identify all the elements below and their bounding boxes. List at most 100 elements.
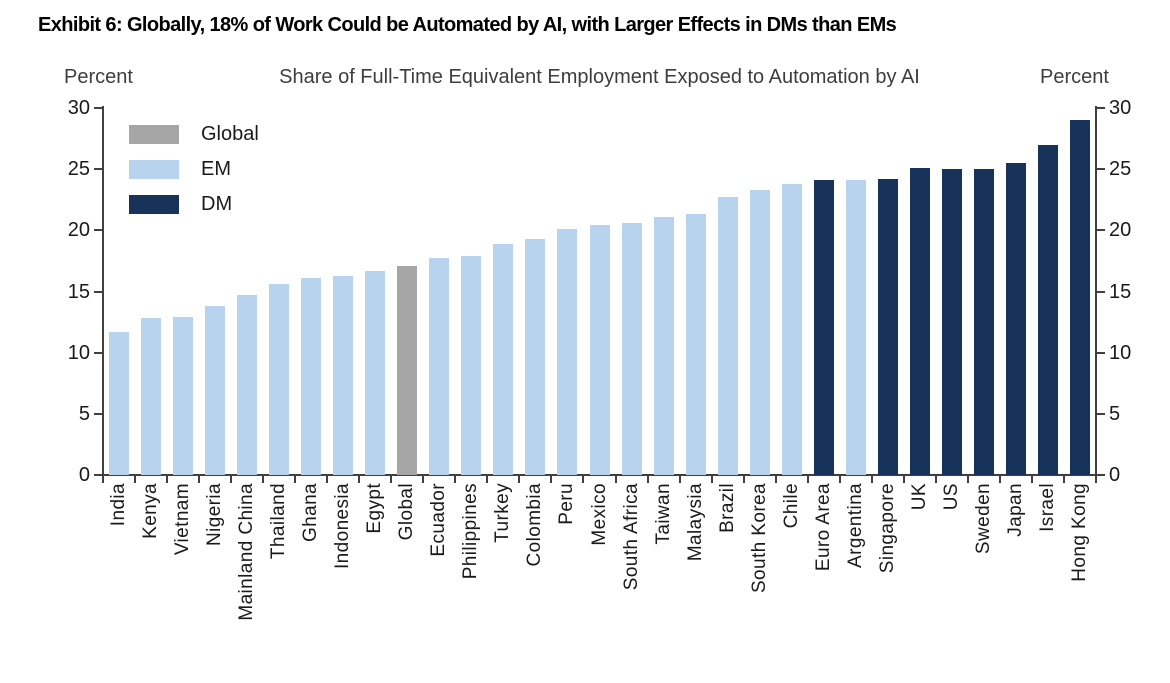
bar-brazil bbox=[717, 197, 738, 475]
y-axis-left-tick-label: 15 bbox=[67, 280, 90, 303]
legend-label-global: Global bbox=[201, 123, 259, 145]
x-axis-tick bbox=[294, 476, 297, 483]
bar-ghana bbox=[301, 278, 322, 475]
x-label-south-africa: South Africa bbox=[620, 483, 642, 591]
bar-turkey bbox=[493, 243, 514, 475]
bar-philippines bbox=[461, 256, 482, 475]
bar-hong-kong bbox=[1069, 120, 1090, 475]
x-label-south-korea: South Korea bbox=[748, 483, 770, 594]
x-label-japan: Japan bbox=[1004, 483, 1026, 537]
x-label-taiwan: Taiwan bbox=[652, 483, 674, 545]
x-label-kenya: Kenya bbox=[140, 483, 162, 539]
bar-taiwan bbox=[653, 216, 674, 475]
x-label-mainland-china: Mainland China bbox=[236, 483, 258, 621]
bar-malaysia bbox=[685, 214, 706, 475]
y-axis-right-tick-label: 25 bbox=[1109, 158, 1132, 181]
legend-swatch-em bbox=[129, 159, 179, 179]
x-axis-tick bbox=[358, 476, 361, 483]
x-axis-tick bbox=[870, 476, 873, 483]
y-axis-right-tick-label: 10 bbox=[1109, 341, 1132, 364]
y-axis-right-tick-label: 0 bbox=[1109, 464, 1121, 486]
y-axis-left-tick-label: 5 bbox=[78, 402, 90, 425]
legend-item-global: Global bbox=[129, 124, 259, 144]
bar-nigeria bbox=[205, 306, 226, 475]
y-axis-right-tick bbox=[1096, 474, 1105, 476]
x-label-peru: Peru bbox=[556, 483, 578, 525]
x-label-indonesia: Indonesia bbox=[332, 483, 354, 570]
x-axis-line bbox=[102, 474, 1097, 476]
x-label-global: Global bbox=[396, 483, 418, 541]
x-axis-tick bbox=[230, 476, 233, 483]
x-axis-tick bbox=[934, 476, 937, 483]
x-axis-tick bbox=[486, 476, 489, 483]
legend-label-em: EM bbox=[201, 158, 231, 180]
x-axis-tick bbox=[102, 476, 104, 483]
left-axis-unit-label: Percent bbox=[64, 66, 133, 88]
bar-singapore bbox=[877, 178, 898, 475]
x-axis-tick bbox=[678, 476, 681, 483]
y-axis-right-tick bbox=[1096, 168, 1105, 171]
x-label-sweden: Sweden bbox=[972, 483, 994, 555]
legend: Global EM DM bbox=[129, 124, 259, 229]
bar-mexico bbox=[589, 225, 610, 475]
chart-title: Share of Full-Time Equivalent Employment… bbox=[279, 66, 920, 88]
y-axis-left-tick bbox=[94, 107, 103, 109]
y-axis-left-tick bbox=[94, 290, 103, 293]
x-axis-tick bbox=[614, 476, 617, 483]
x-axis-tick bbox=[262, 476, 265, 483]
y-axis-right-tick-label: 15 bbox=[1109, 280, 1132, 303]
bar-uk bbox=[909, 167, 930, 475]
y-axis-left-tick-label: 30 bbox=[67, 97, 90, 119]
legend-label-dm: DM bbox=[201, 193, 233, 215]
y-axis-left-tick bbox=[94, 351, 103, 354]
x-label-thailand: Thailand bbox=[268, 483, 290, 560]
bar-kenya bbox=[141, 318, 162, 475]
x-axis-tick bbox=[710, 476, 713, 483]
y-axis-right-tick bbox=[1096, 412, 1105, 415]
x-axis-tick bbox=[742, 476, 745, 483]
y-axis-left-line bbox=[102, 106, 104, 476]
bar-us bbox=[941, 169, 962, 475]
y-axis-right-tick bbox=[1096, 290, 1105, 293]
x-axis-tick bbox=[166, 476, 169, 483]
y-axis-left-tick bbox=[94, 412, 103, 415]
bar-vietnam bbox=[173, 317, 194, 475]
x-label-ecuador: Ecuador bbox=[428, 483, 450, 557]
x-axis-tick bbox=[966, 476, 969, 483]
y-axis-right-tick-label: 30 bbox=[1109, 97, 1132, 119]
legend-item-em: EM bbox=[129, 159, 259, 179]
x-label-philippines: Philippines bbox=[460, 483, 482, 580]
x-label-euro-area: Euro Area bbox=[812, 483, 834, 572]
x-axis-tick bbox=[838, 476, 841, 483]
x-label-chile: Chile bbox=[780, 483, 802, 529]
x-label-egypt: Egypt bbox=[364, 483, 386, 534]
legend-item-dm: DM bbox=[129, 194, 259, 214]
x-label-mexico: Mexico bbox=[588, 483, 610, 546]
bar-colombia bbox=[525, 238, 546, 475]
y-axis-left-tick-label: 25 bbox=[67, 158, 90, 181]
bar-ecuador bbox=[429, 258, 450, 475]
x-label-us: US bbox=[940, 483, 962, 511]
x-label-nigeria: Nigeria bbox=[204, 483, 226, 546]
x-axis-tick bbox=[454, 476, 457, 483]
x-axis-tick bbox=[198, 476, 201, 483]
x-axis-tick bbox=[806, 476, 809, 483]
bar-sweden bbox=[973, 169, 994, 475]
x-axis-tick bbox=[646, 476, 649, 483]
x-axis-tick bbox=[774, 476, 777, 483]
bar-india bbox=[109, 331, 130, 475]
x-axis-tick bbox=[1062, 476, 1065, 483]
x-label-vietnam: Vietnam bbox=[172, 483, 194, 556]
bar-south-africa bbox=[621, 222, 642, 475]
bar-global bbox=[397, 265, 418, 475]
x-axis-tick bbox=[902, 476, 905, 483]
bar-japan bbox=[1005, 163, 1026, 475]
x-axis-tick bbox=[422, 476, 425, 483]
y-axis-left-tick-label: 10 bbox=[67, 341, 90, 364]
x-label-colombia: Colombia bbox=[524, 483, 546, 567]
x-label-hong-kong: Hong Kong bbox=[1068, 483, 1090, 582]
bar-euro-area bbox=[813, 180, 834, 475]
y-axis-right-tick bbox=[1096, 351, 1105, 354]
x-axis-tick bbox=[134, 476, 137, 483]
right-axis-unit-label: Percent bbox=[1040, 66, 1109, 88]
